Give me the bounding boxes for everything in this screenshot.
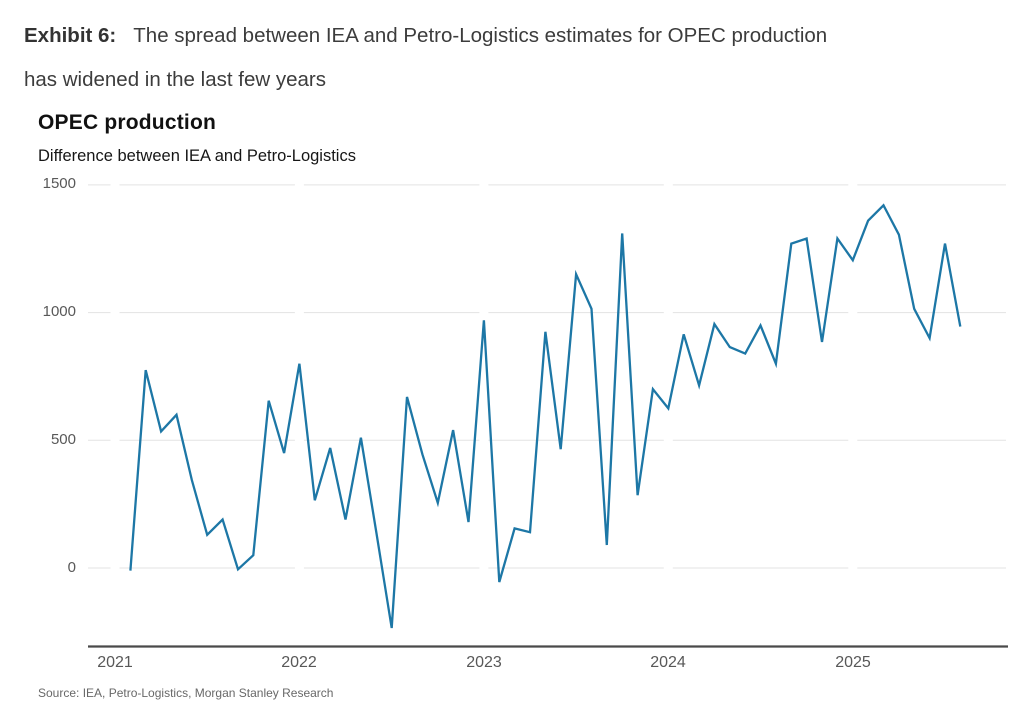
x-axis-tick-label: 2022 (281, 654, 317, 671)
x-axis-tick-label: 2021 (97, 654, 133, 671)
y-axis-tick-label: 0 (67, 559, 76, 576)
exhibit-title-line1: The spread between IEA and Petro-Logisti… (133, 24, 828, 47)
source-note: Source: IEA, Petro-Logistics, Morgan Sta… (38, 686, 334, 700)
line-chart-plot-area (88, 184, 1008, 648)
gridlines-layer (88, 184, 1008, 648)
chart-subtitle: Difference between IEA and Petro-Logisti… (38, 147, 356, 165)
y-axis-tick-label: 500 (50, 431, 76, 448)
series-layer (129, 203, 962, 629)
x-axis-tick-label: 2023 (466, 654, 502, 671)
exhibit-number-label: Exhibit 6: (24, 24, 117, 47)
exhibit-title-line2: has widened in the last few years (24, 68, 326, 91)
chart-title: OPEC production (38, 111, 216, 134)
y-axis-tick-label: 1000 (42, 303, 76, 320)
x-axis-tick-label: 2024 (650, 654, 686, 671)
y-axis-tick-label: 1500 (42, 175, 76, 192)
x-axis-tick-label: 2025 (835, 654, 871, 671)
production-spread-line (129, 203, 962, 629)
exhibit-heading: Exhibit 6: The spread between IEA and Pet… (24, 14, 1012, 102)
